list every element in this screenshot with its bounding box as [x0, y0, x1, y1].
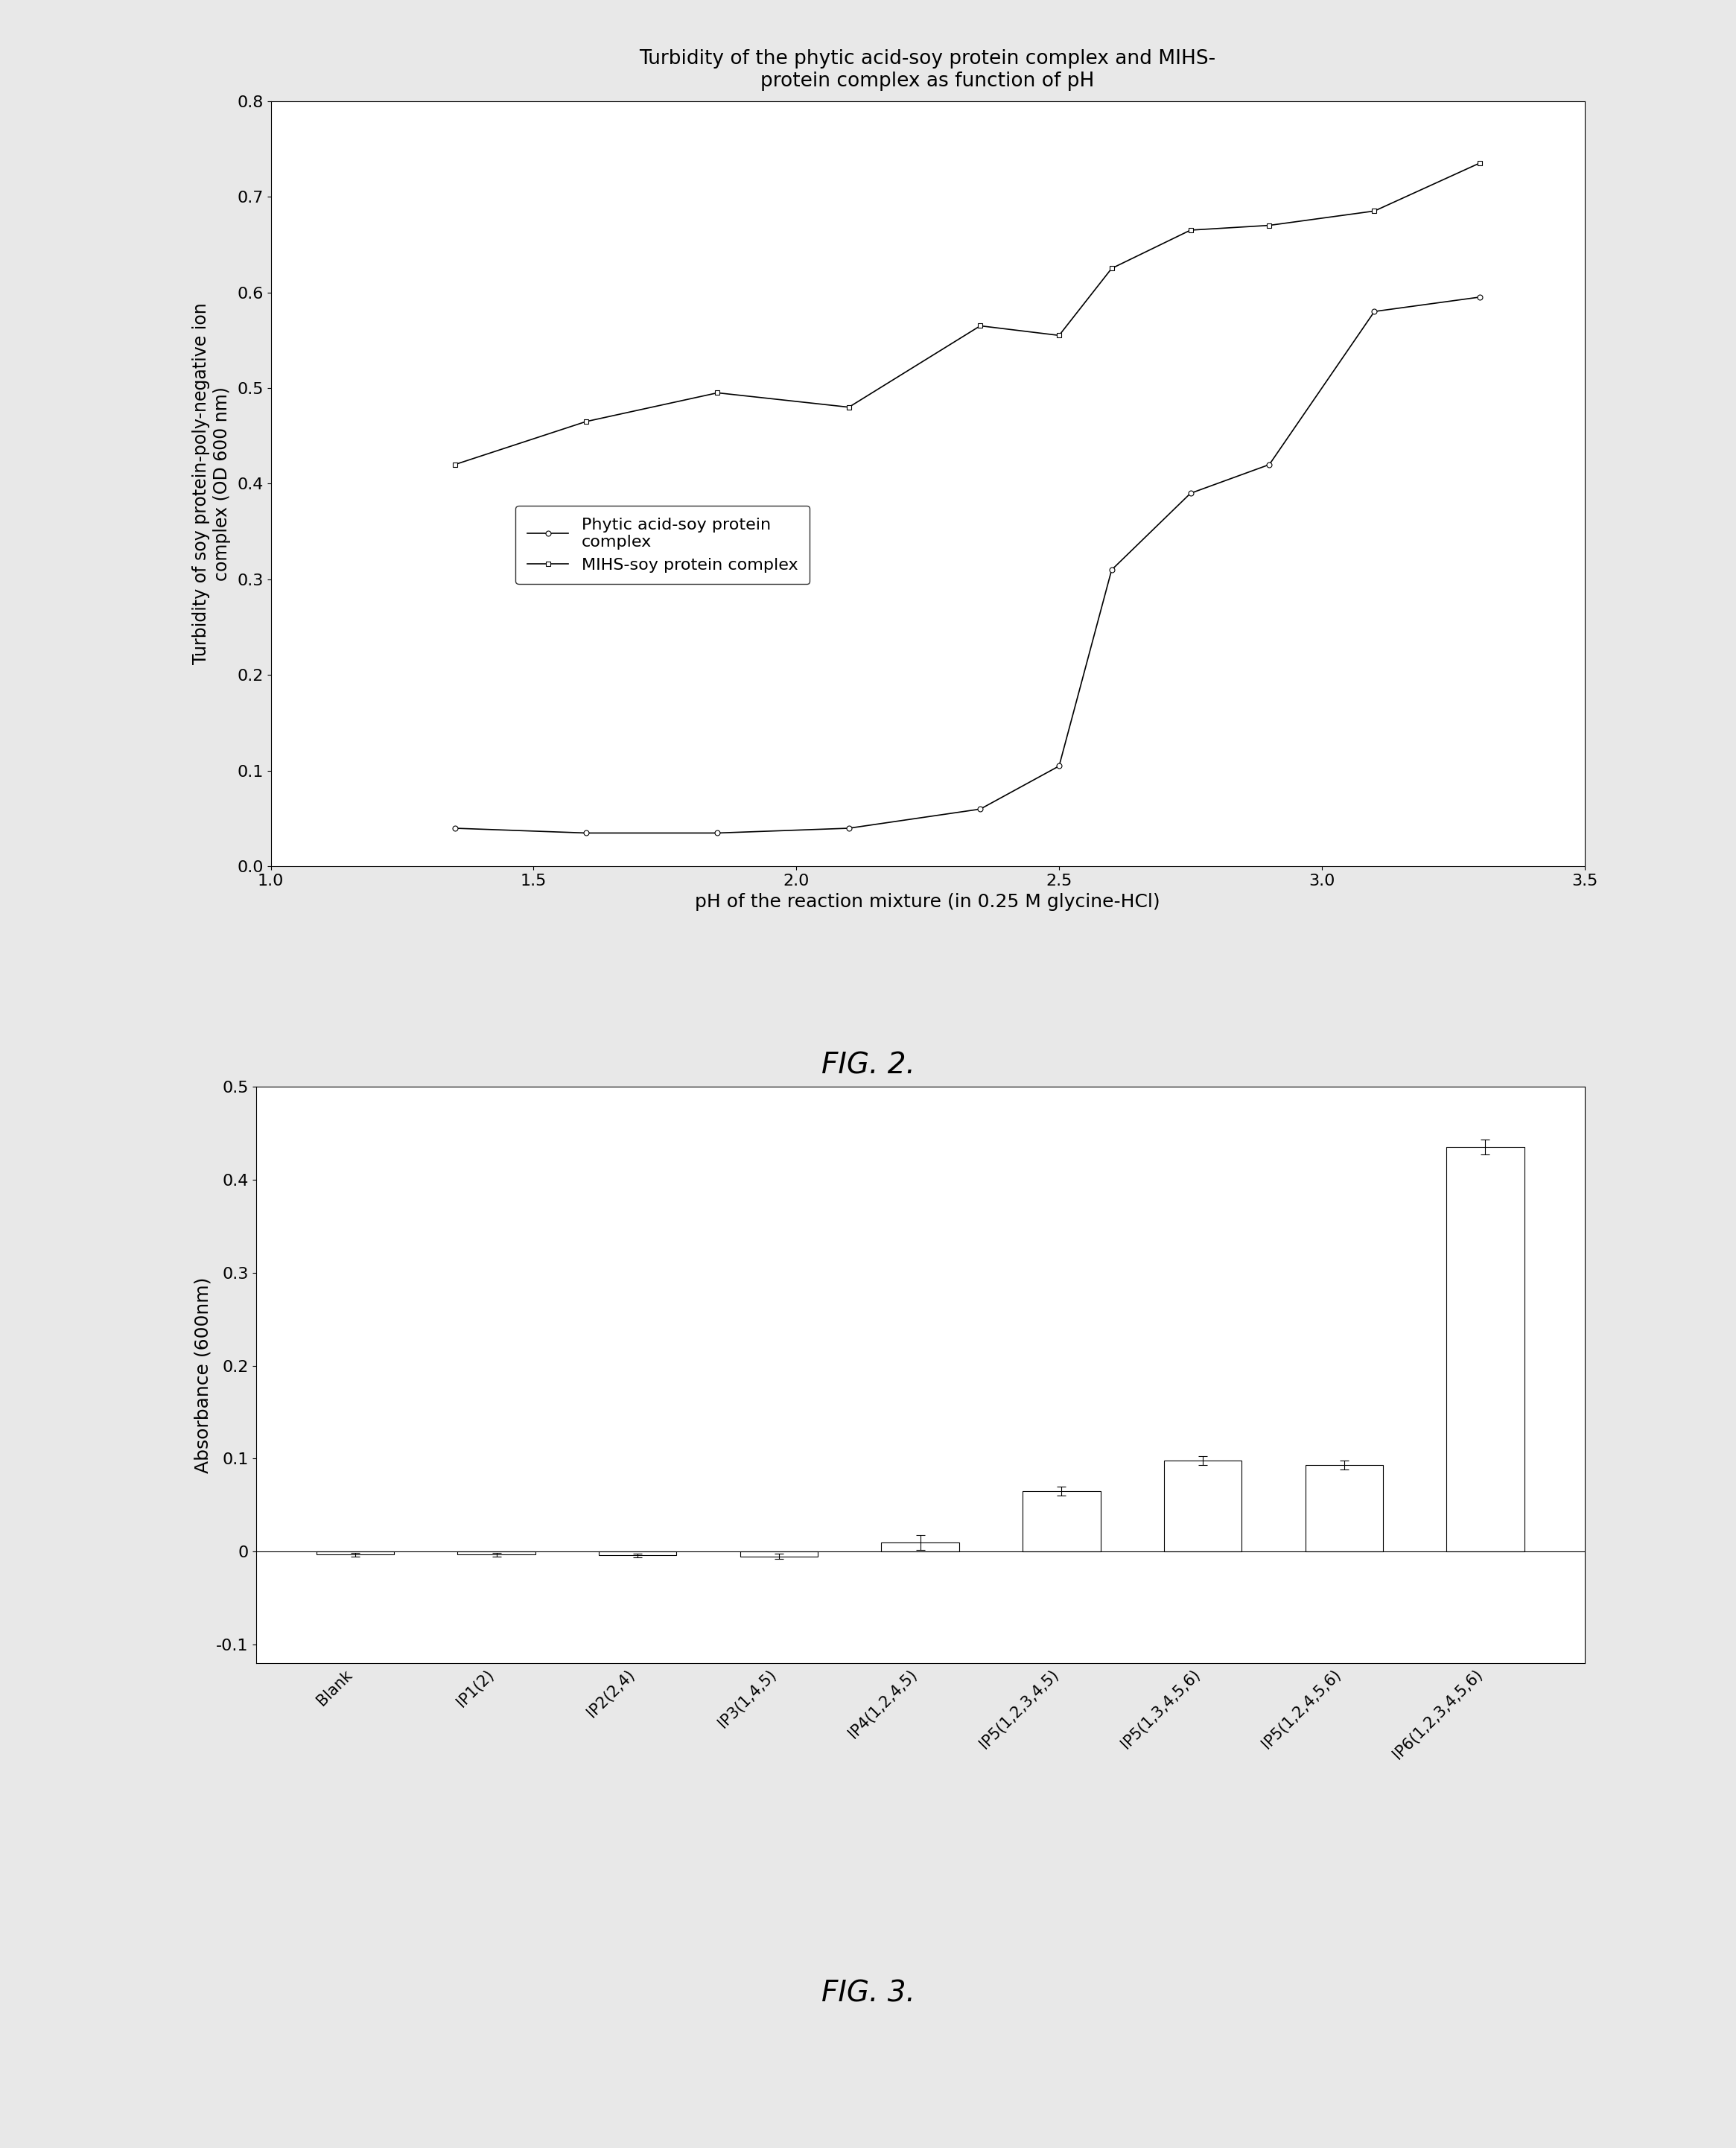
MIHS-soy protein complex: [1101, 256, 1121, 281]
X-axis label: pH of the reaction mixture (in 0.25 M glycine-HCl): pH of the reaction mixture (in 0.25 M gl…: [694, 894, 1160, 911]
Bar: [740, 1551, 818, 1557]
MIHS-soy protein complex: [1049, 322, 1069, 348]
Phytic acid-soy protein
complex: [1049, 754, 1069, 780]
Phytic acid-soy protein
complex: [1364, 299, 1385, 324]
Bar: [458, 1551, 535, 1555]
Bar: [1305, 1465, 1384, 1551]
Phytic acid-soy protein
complex: [576, 821, 597, 846]
Phytic acid-soy protein
complex: [444, 816, 465, 842]
Phytic acid-soy protein
complex: [707, 821, 727, 846]
MIHS-soy protein complex: [707, 380, 727, 406]
MIHS-soy protein complex: [1180, 217, 1201, 243]
Phytic acid-soy protein
complex: [838, 816, 859, 842]
Bar: [316, 1551, 394, 1555]
MIHS-soy protein complex: [970, 314, 991, 339]
Phytic acid-soy protein
complex: [1259, 451, 1279, 477]
Line: Phytic acid-soy protein
complex: Phytic acid-soy protein complex: [451, 294, 1483, 836]
Y-axis label: Absorbance (600nm): Absorbance (600nm): [194, 1276, 212, 1474]
Phytic acid-soy protein
complex: [970, 797, 991, 823]
Text: FIG. 2.: FIG. 2.: [821, 1050, 915, 1080]
Title: Turbidity of the phytic acid-soy protein complex and MIHS-
protein complex as fu: Turbidity of the phytic acid-soy protein…: [639, 49, 1215, 90]
Bar: [1446, 1147, 1524, 1551]
Phytic acid-soy protein
complex: [1469, 284, 1489, 309]
Phytic acid-soy protein
complex: [1101, 556, 1121, 582]
MIHS-soy protein complex: [838, 395, 859, 421]
Phytic acid-soy protein
complex: [1180, 481, 1201, 507]
Y-axis label: Turbidity of soy protein-poly-negative ion
complex (OD 600 nm): Turbidity of soy protein-poly-negative i…: [193, 303, 231, 664]
MIHS-soy protein complex: [1469, 150, 1489, 176]
Bar: [1163, 1461, 1241, 1551]
MIHS-soy protein complex: [1364, 198, 1385, 223]
Legend: Phytic acid-soy protein
complex, MIHS-soy protein complex: Phytic acid-soy protein complex, MIHS-so…: [516, 505, 809, 584]
MIHS-soy protein complex: [576, 408, 597, 434]
Bar: [1023, 1491, 1101, 1551]
Bar: [599, 1551, 677, 1555]
Line: MIHS-soy protein complex: MIHS-soy protein complex: [451, 161, 1483, 466]
Bar: [882, 1542, 958, 1551]
MIHS-soy protein complex: [1259, 213, 1279, 238]
MIHS-soy protein complex: [444, 451, 465, 477]
Text: FIG. 3.: FIG. 3.: [821, 1978, 915, 2008]
